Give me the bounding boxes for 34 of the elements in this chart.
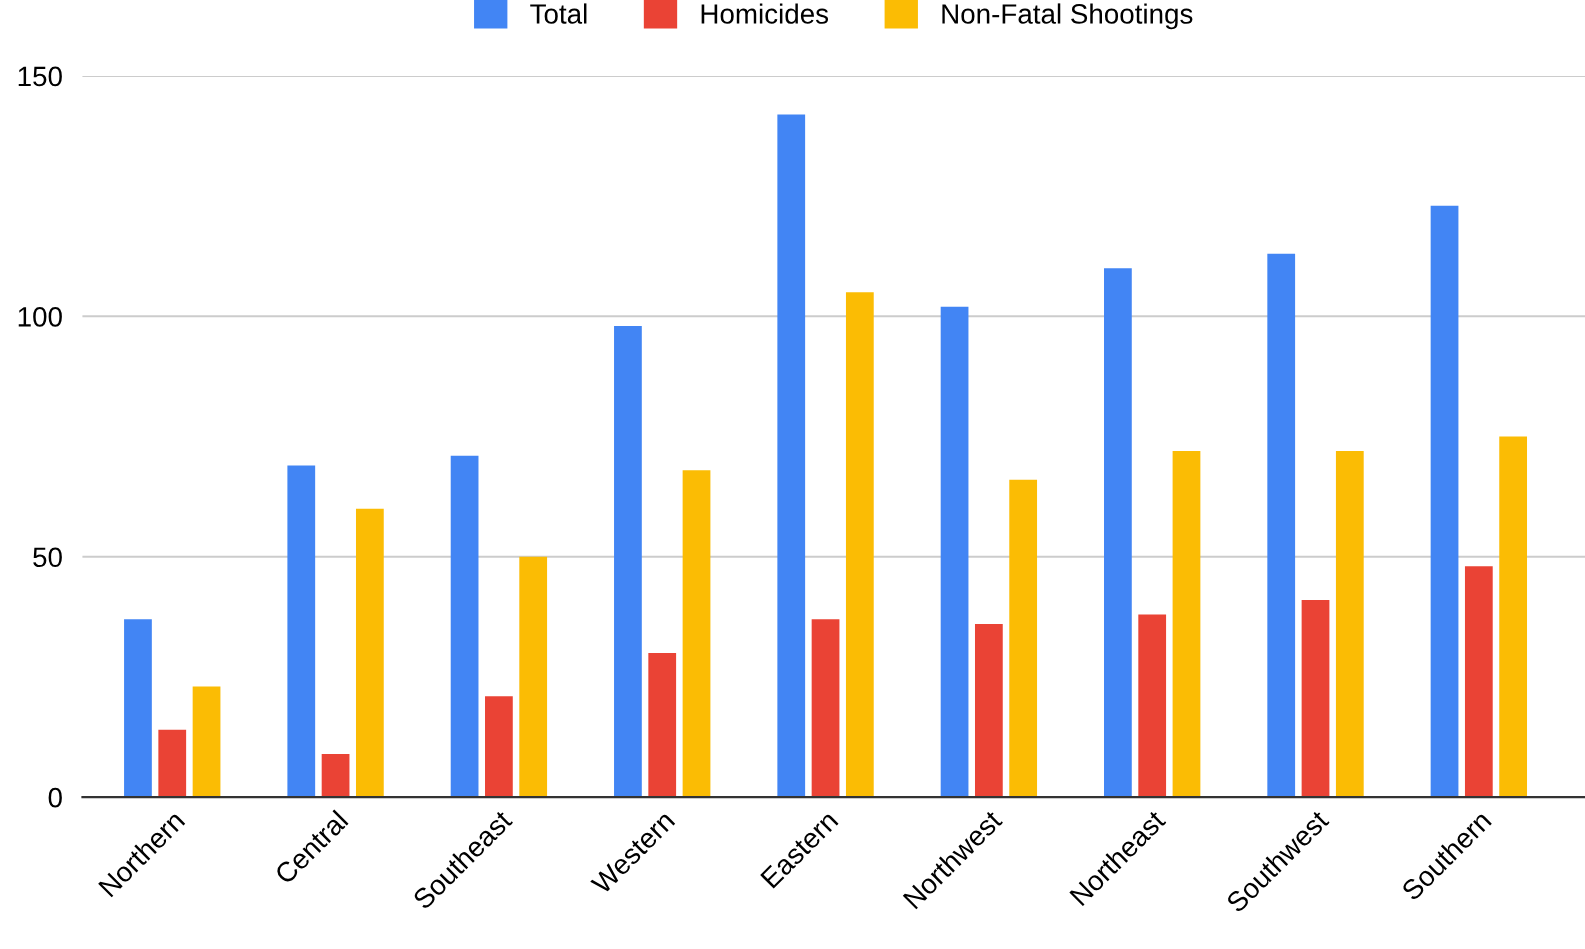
bar (940, 306, 969, 798)
bar (1009, 479, 1038, 798)
bar (321, 753, 350, 798)
y-tick-label: 150 (18, 66, 62, 87)
bar (192, 686, 221, 798)
bar (287, 465, 316, 798)
bar (1104, 268, 1132, 798)
bar (682, 470, 711, 798)
y-tick-label: 100 (18, 307, 62, 327)
y-tick-label: 50 (33, 547, 62, 568)
bar (1430, 205, 1459, 798)
bar (1301, 600, 1330, 798)
bar (1172, 450, 1201, 798)
legend-label: Non-Fatal Shootings (942, 3, 1193, 30)
bar (158, 729, 187, 798)
bar (777, 114, 806, 798)
bar (1138, 614, 1167, 798)
bar (450, 455, 479, 798)
bar (1335, 450, 1364, 798)
y-tick-label: 0 (48, 787, 62, 808)
bar (1499, 436, 1528, 798)
legend-label: Total (530, 3, 587, 24)
bar (648, 652, 677, 798)
bar (519, 556, 548, 798)
bar (485, 696, 513, 798)
bar (811, 619, 840, 798)
bar (1267, 253, 1296, 798)
bar (614, 325, 642, 798)
bar (845, 292, 874, 798)
bar (124, 619, 152, 798)
bar (1464, 566, 1493, 798)
bar (974, 624, 1003, 798)
legend-label: Homicides (701, 3, 829, 24)
bar (355, 508, 384, 798)
